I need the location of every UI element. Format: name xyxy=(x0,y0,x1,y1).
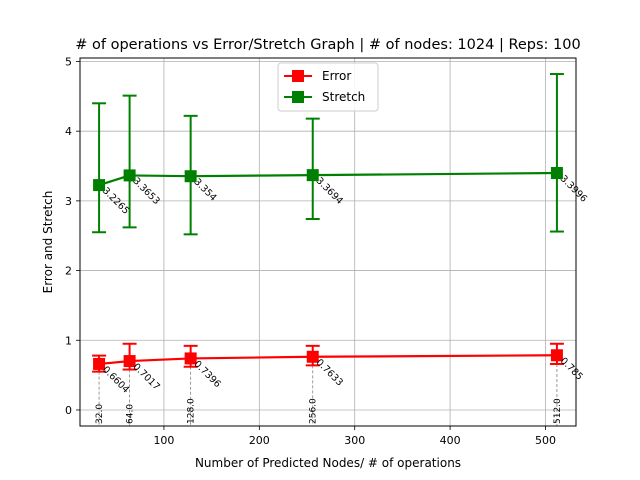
chart-title: # of operations vs Error/Stretch Graph |… xyxy=(75,37,580,53)
legend-stretch-label: Stretch xyxy=(322,90,365,104)
y-tick-label: 1 xyxy=(65,334,72,347)
x-tick-label: 500 xyxy=(535,434,556,447)
error-data-label: 0.7396 xyxy=(192,359,223,390)
stretch-data-label: 3.3653 xyxy=(130,176,161,207)
y-tick-label: 5 xyxy=(65,55,72,68)
y-tick-label: 3 xyxy=(65,195,72,208)
stretch-point xyxy=(306,169,319,182)
stretch-data-label: 3.3694 xyxy=(314,175,345,206)
stretch-point xyxy=(184,170,197,183)
x-tick-label: 200 xyxy=(249,434,270,447)
error-point xyxy=(306,350,319,363)
stretch-point xyxy=(93,179,106,192)
x-tick-label: 100 xyxy=(153,434,174,447)
x-marker-label: 64.0 xyxy=(126,404,136,424)
error-point xyxy=(550,349,563,362)
error-point xyxy=(123,355,136,368)
error-data-label: 0.7633 xyxy=(314,357,345,388)
stretch-point xyxy=(550,167,563,180)
axes: 100 200 300 400 500 0 1 2 3 4 5 xyxy=(65,55,556,447)
x-marker-label: 32.0 xyxy=(95,404,105,424)
series-layer xyxy=(92,73,564,373)
error-data-label: 0.785 xyxy=(558,356,585,383)
grid xyxy=(80,58,576,426)
y-tick-label: 2 xyxy=(65,265,72,278)
x-marker-label: 256.0 xyxy=(309,398,319,424)
error-data-label: 0.7017 xyxy=(130,361,161,392)
stretch-point xyxy=(123,169,136,182)
x-tick-label: 400 xyxy=(440,434,461,447)
legend-error-label: Error xyxy=(322,69,351,83)
legend-error-marker xyxy=(292,70,304,82)
x-marker-label: 128.0 xyxy=(187,398,197,424)
x-axis-label: Number of Predicted Nodes/ # of operatio… xyxy=(195,456,461,470)
y-tick-label: 4 xyxy=(65,125,72,138)
x-tick-label: 300 xyxy=(344,434,365,447)
value-labels: 32.0 64.0 128.0 256.0 512.00.6604 0.7017 0.739… xyxy=(95,173,589,424)
stretch-data-label: 3.354 xyxy=(192,177,219,204)
x-reference-lines xyxy=(98,363,558,426)
error-point xyxy=(184,352,197,365)
y-tick-label: 0 xyxy=(65,404,72,417)
error-point xyxy=(93,357,106,370)
y-axis-label: Error and Stretch xyxy=(41,191,55,294)
legend: Error Stretch xyxy=(277,62,379,112)
legend-stretch-marker xyxy=(292,91,304,103)
plot-frame xyxy=(79,57,577,427)
stretch-data-label: 3.3996 xyxy=(558,173,589,204)
x-marker-label: 512.0 xyxy=(553,398,563,424)
